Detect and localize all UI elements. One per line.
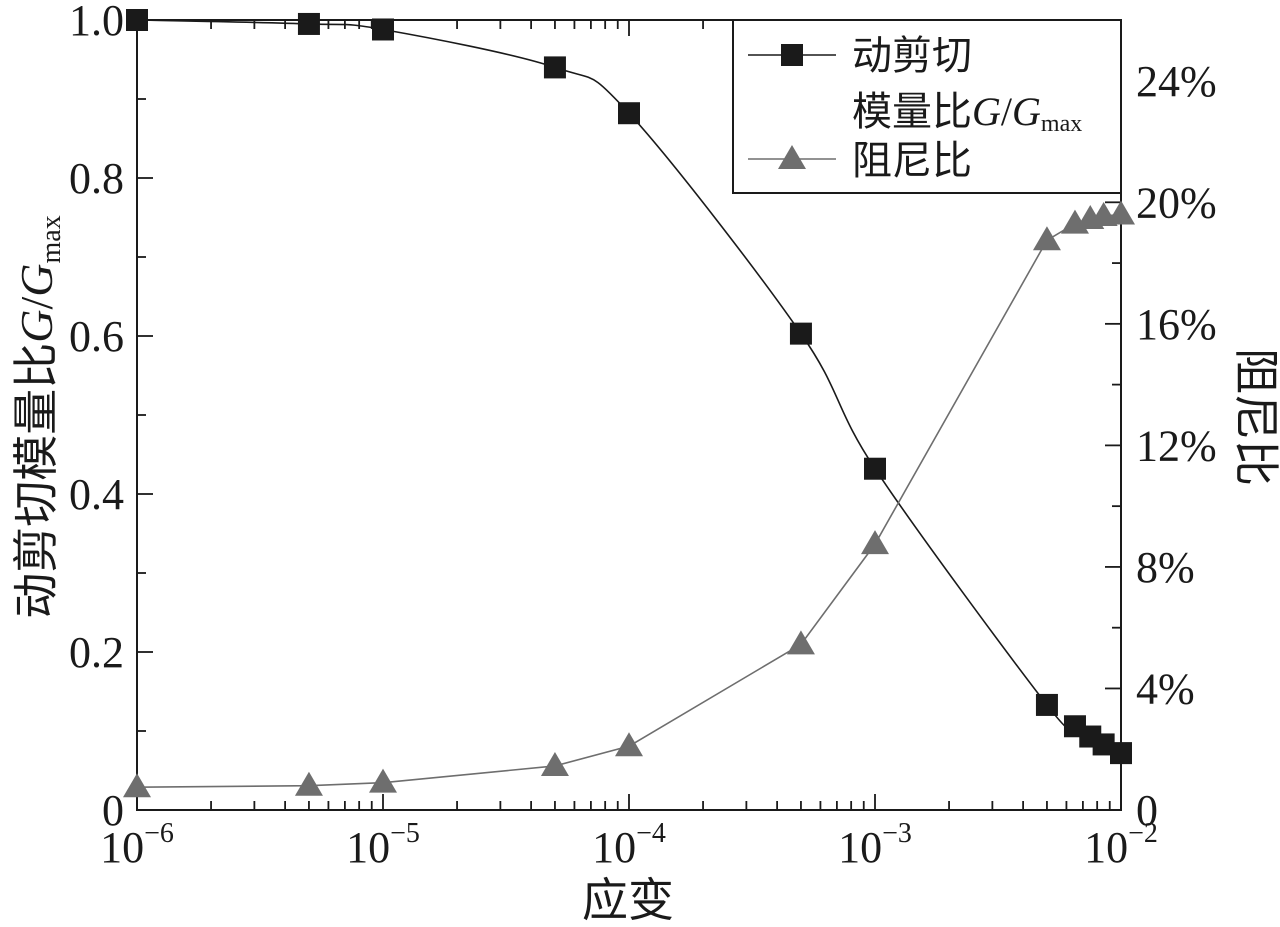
legend: 动剪切 模量比G/Gmax 阻尼比 bbox=[732, 19, 1122, 194]
y-right-tick-label: 24% bbox=[1136, 57, 1217, 106]
data-point-damping-ratio bbox=[1107, 200, 1135, 225]
y-right-tick-label: 16% bbox=[1136, 300, 1217, 349]
x-tick-label-exponent: −4 bbox=[636, 818, 666, 849]
data-point-modulus-ratio bbox=[543, 56, 566, 79]
data-point-modulus-ratio bbox=[864, 457, 886, 480]
data-point-modulus-ratio bbox=[126, 9, 148, 31]
x-tick-label: 10−4 bbox=[592, 818, 666, 872]
x-tick-label: 10−2 bbox=[1084, 818, 1158, 872]
series-damping-ratio bbox=[123, 200, 1135, 798]
y-left-tick-label: 0.4 bbox=[69, 470, 124, 519]
data-point-modulus-ratio bbox=[1092, 733, 1115, 756]
legend-label-damping: 阻尼比 bbox=[852, 138, 972, 183]
y-left-tick-label: 1.0 bbox=[69, 0, 124, 45]
series-layer bbox=[123, 9, 1135, 798]
y-left-axis-title-sub: max bbox=[36, 215, 67, 263]
y-left-axis-ticks: 0 0.2 0.4 0.6 0.8 1.0 bbox=[69, 0, 153, 835]
data-point-damping-ratio bbox=[1032, 226, 1061, 251]
y-right-tick-label: 20% bbox=[1136, 178, 1217, 227]
data-point-modulus-ratio bbox=[297, 12, 320, 35]
y-left-tick-label: 0.8 bbox=[69, 154, 124, 203]
y-left-tick-label: 0 bbox=[102, 786, 124, 835]
legend-label-modulus-line2: 模量比G/Gmax bbox=[852, 89, 1082, 137]
data-point-damping-ratio bbox=[369, 768, 397, 793]
legend-label-modulus-var2: G bbox=[1012, 89, 1041, 134]
y-left-tick-label: 0.6 bbox=[69, 312, 124, 361]
series-line-damping-ratio bbox=[136, 213, 1122, 789]
x-tick-label-exponent: −3 bbox=[882, 818, 912, 849]
y-right-tick-label: 4% bbox=[1136, 664, 1195, 713]
legend-marker-square bbox=[781, 44, 803, 66]
y-left-axis-title-var2: G bbox=[11, 263, 62, 296]
x-tick-label-exponent: −2 bbox=[1128, 818, 1158, 849]
data-point-damping-ratio bbox=[123, 773, 151, 798]
x-tick-label-base: 10 bbox=[1084, 823, 1128, 872]
legend-label-modulus-slash: / bbox=[1001, 89, 1013, 134]
legend-label-modulus-main: 模量比 bbox=[852, 89, 972, 134]
x-tick-label-exponent: −6 bbox=[144, 818, 174, 849]
legend-label-modulus-var: G bbox=[972, 89, 1001, 134]
data-point-modulus-ratio bbox=[618, 102, 640, 125]
y-left-axis-title-var: G bbox=[11, 310, 62, 343]
x-tick-label: 10−5 bbox=[346, 818, 420, 872]
y-right-tick-label: 0 bbox=[1136, 786, 1158, 835]
data-point-damping-ratio bbox=[786, 630, 815, 655]
data-point-modulus-ratio bbox=[1110, 742, 1132, 765]
legend-marker-triangle bbox=[778, 145, 806, 169]
x-tick-label: 10−6 bbox=[100, 818, 174, 872]
x-tick-label-base: 10 bbox=[838, 823, 882, 872]
series-modulus-ratio bbox=[126, 9, 1132, 765]
legend-label-modulus-sub: max bbox=[1041, 111, 1082, 137]
y-left-axis-title-slash: / bbox=[11, 297, 62, 310]
y-left-axis-title-main: 动剪切模量比 bbox=[11, 343, 62, 619]
x-tick-label-base: 10 bbox=[592, 823, 636, 872]
x-axis-title: 应变 bbox=[582, 875, 674, 926]
x-tick-label-base: 10 bbox=[346, 823, 390, 872]
data-point-modulus-ratio bbox=[372, 18, 394, 41]
data-point-damping-ratio bbox=[540, 751, 569, 776]
x-axis-ticks: 10−6 10−5 10−4 10−3 10−2 bbox=[100, 20, 1158, 872]
data-point-damping-ratio bbox=[294, 771, 323, 796]
y-right-axis-title: 阻尼比 bbox=[1230, 348, 1280, 486]
y-right-tick-label: 12% bbox=[1136, 421, 1217, 470]
y-right-axis-ticks: 0 4% 8% 12% 16% 20% 24% bbox=[1105, 57, 1217, 835]
data-point-modulus-ratio bbox=[1035, 693, 1058, 716]
y-left-tick-label: 0.2 bbox=[69, 628, 124, 677]
y-left-axis-title: 动剪切模量比G/Gmax bbox=[11, 215, 67, 618]
data-point-damping-ratio bbox=[615, 732, 643, 757]
legend-label-modulus-line1: 动剪切 bbox=[852, 33, 972, 78]
y-right-tick-label: 8% bbox=[1136, 543, 1195, 592]
data-point-modulus-ratio bbox=[789, 322, 812, 345]
data-point-damping-ratio bbox=[861, 530, 889, 555]
x-tick-label-exponent: −5 bbox=[390, 818, 420, 849]
x-tick-label: 10−3 bbox=[838, 818, 912, 872]
x-tick-label-base: 10 bbox=[100, 823, 144, 872]
